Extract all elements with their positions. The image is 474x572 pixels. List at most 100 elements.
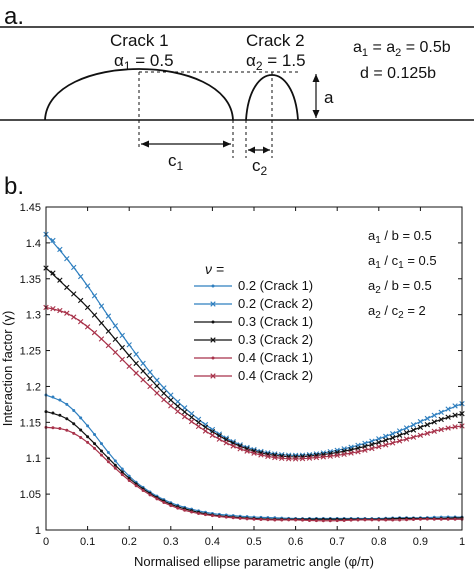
data-point xyxy=(86,435,90,439)
data-point xyxy=(251,450,257,456)
legend-item: 0.4 (Crack 2) xyxy=(194,368,313,383)
data-point xyxy=(113,466,117,470)
chart-series xyxy=(43,231,465,523)
data-point xyxy=(77,297,84,304)
ratio-a1-c1: a1 / c1 = 0.5 xyxy=(368,253,437,271)
data-point xyxy=(106,460,110,464)
data-point xyxy=(431,419,437,425)
data-point xyxy=(424,421,431,428)
panel-b-label: b. xyxy=(4,173,24,200)
data-point xyxy=(396,432,403,438)
geometry-ratios: a1 / b = 0.5 a1 / c1 = 0.5 a2 / b = 0.5 … xyxy=(368,228,437,321)
legend-header: ν = xyxy=(205,261,224,277)
legend-item: 0.2 (Crack 1) xyxy=(194,278,313,293)
y-tick-label: 1.05 xyxy=(20,489,41,501)
data-point xyxy=(65,428,69,432)
legend-marker xyxy=(210,373,216,379)
x-tick-label: 1 xyxy=(459,536,465,548)
data-point xyxy=(93,446,97,450)
data-point xyxy=(181,405,188,411)
data-point xyxy=(439,517,443,521)
data-point xyxy=(112,349,119,356)
data-point xyxy=(306,455,313,461)
data-point xyxy=(77,318,84,325)
data-point xyxy=(349,518,353,522)
data-point xyxy=(91,312,98,318)
data-point xyxy=(140,360,146,367)
data-point xyxy=(202,428,209,434)
data-point xyxy=(307,518,311,522)
legend-item: 0.3 (Crack 1) xyxy=(194,314,313,329)
y-axis-label: Interaction factor (γ) xyxy=(0,311,15,427)
data-point xyxy=(77,273,84,280)
x-tick-label: 0.4 xyxy=(205,536,220,548)
data-point xyxy=(383,442,389,448)
series-5 xyxy=(43,304,465,462)
data-point xyxy=(237,446,243,452)
x-axis-label: Normalised ellipse parametric angle (φ/π… xyxy=(134,554,374,569)
data-point xyxy=(161,385,167,391)
data-point xyxy=(370,518,374,522)
data-point xyxy=(438,409,444,415)
data-point xyxy=(396,438,403,444)
data-point xyxy=(155,497,159,501)
data-point xyxy=(147,383,153,390)
data-point xyxy=(389,431,396,437)
data-point xyxy=(376,444,382,450)
data-point xyxy=(231,516,235,520)
data-point xyxy=(79,416,83,420)
crack-1-title: Crack 1 xyxy=(110,31,169,50)
data-point xyxy=(244,448,250,454)
y-tick-label: 1.1 xyxy=(26,453,41,465)
data-point xyxy=(127,478,131,482)
data-point xyxy=(363,518,367,522)
data-point xyxy=(348,450,354,456)
legend-item: 0.4 (Crack 1) xyxy=(194,350,313,365)
y-tick-label: 1.3 xyxy=(26,310,41,322)
panel-a: a. c1 c2 a Crack 1 α1 = 0.5 Crack 2 α2 =… xyxy=(0,3,474,178)
legend-item: 0.3 (Crack 2) xyxy=(194,332,313,347)
data-point xyxy=(93,442,97,446)
legend-marker xyxy=(211,284,215,288)
data-point xyxy=(341,451,347,458)
data-point xyxy=(272,454,278,461)
data-point xyxy=(175,403,181,409)
series-line xyxy=(45,410,463,520)
x-tick-label: 0.8 xyxy=(371,536,386,548)
data-point xyxy=(133,370,139,376)
data-point xyxy=(140,377,146,383)
data-point xyxy=(91,329,98,336)
data-point xyxy=(279,455,285,461)
data-point xyxy=(120,470,124,474)
data-point xyxy=(223,440,229,446)
y-tick-label: 1.4 xyxy=(26,238,41,250)
data-point xyxy=(133,360,139,367)
data-point xyxy=(147,375,153,382)
y-tick-label: 1 xyxy=(35,525,41,537)
data-point xyxy=(154,377,160,383)
data-point xyxy=(383,437,389,443)
data-point xyxy=(57,246,63,253)
data-point xyxy=(294,518,298,522)
data-point xyxy=(224,515,228,519)
data-point xyxy=(217,514,221,518)
data-point xyxy=(410,427,417,433)
y-tick-label: 1.2 xyxy=(26,381,41,393)
data-point xyxy=(72,431,76,435)
series-2 xyxy=(44,410,464,521)
data-point xyxy=(299,456,306,462)
c1-label: c1 xyxy=(168,151,184,173)
data-point xyxy=(356,518,360,522)
ratio-a2-b: a2 / b = 0.5 xyxy=(368,278,432,296)
param-a1-a2: a1 = a2 = 0.5b xyxy=(353,39,451,59)
x-tick-label: 0.5 xyxy=(246,536,261,548)
crack-2-title: Crack 2 xyxy=(246,31,305,50)
data-point xyxy=(154,383,160,389)
crack-1-alpha: α1 = 0.5 xyxy=(114,51,174,73)
legend-label: 0.4 (Crack 2) xyxy=(238,368,313,383)
data-point xyxy=(355,449,361,455)
data-point xyxy=(188,418,195,425)
data-point xyxy=(389,435,396,441)
data-point xyxy=(391,518,395,522)
